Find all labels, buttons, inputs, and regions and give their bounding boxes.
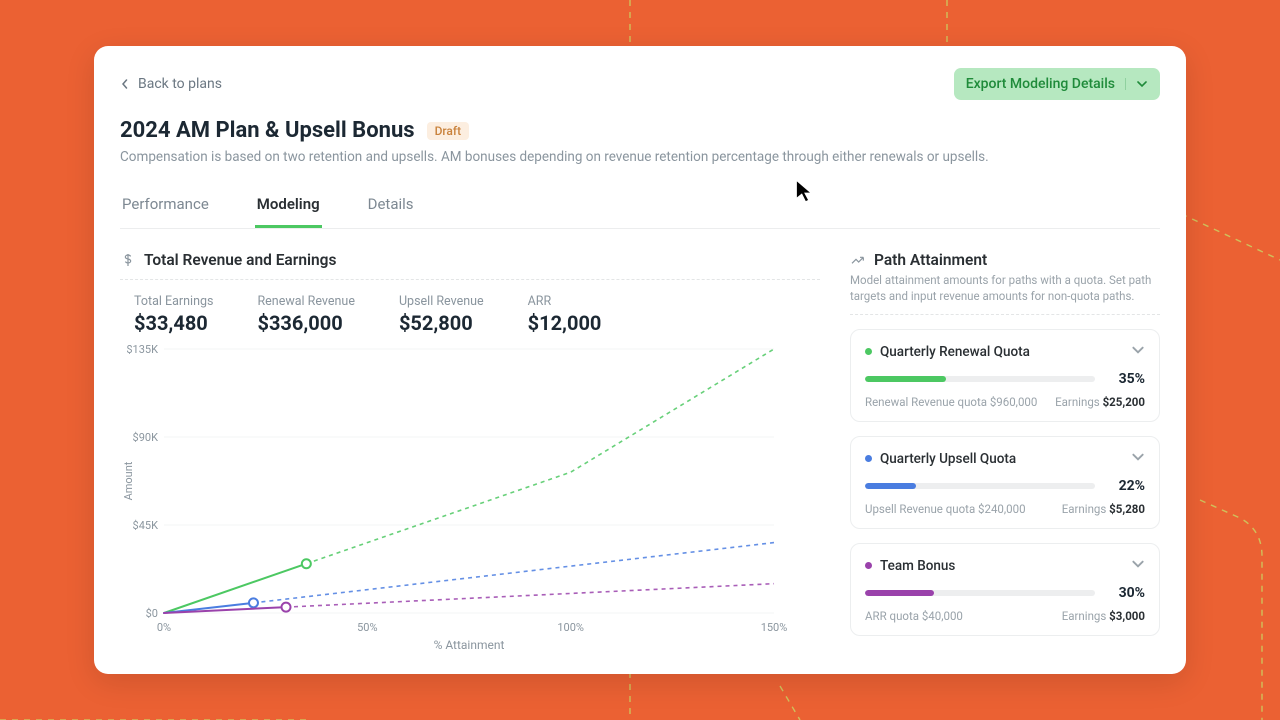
- export-dropdown-toggle[interactable]: [1125, 78, 1148, 90]
- metric-value: $52,800: [399, 311, 484, 335]
- chevron-down-icon: [1131, 450, 1145, 464]
- mouse-cursor-icon: [794, 178, 816, 204]
- chevron-down-icon: [1131, 343, 1145, 357]
- progress-bar: [865, 590, 1095, 596]
- metric-label: Total Earnings: [134, 294, 213, 309]
- svg-text:% Attainment: % Attainment: [434, 638, 505, 652]
- page-title: 2024 AM Plan & Upsell Bonus: [120, 118, 415, 143]
- tab-performance[interactable]: Performance: [120, 185, 211, 228]
- tabs: Performance Modeling Details: [120, 185, 1160, 229]
- metric-value: $12,000: [528, 311, 602, 335]
- metrics-row: Total Earnings $33,480 Renewal Revenue $336…: [134, 294, 820, 335]
- plan-panel: Back to plans Export Modeling Details 20…: [94, 46, 1186, 674]
- tab-modeling[interactable]: Modeling: [255, 185, 322, 228]
- path-attainment-header: Path Attainment: [850, 251, 1160, 269]
- back-to-plans-link[interactable]: Back to plans: [120, 76, 222, 92]
- metric: Renewal Revenue $336,000: [257, 294, 354, 335]
- quota-earnings: Earnings $3,000: [1062, 609, 1145, 623]
- path-attainment-description: Model attainment amounts for paths with …: [850, 273, 1160, 304]
- series-dot: [865, 455, 872, 462]
- svg-text:$135K: $135K: [126, 345, 158, 356]
- quota-card: Team Bonus 30% ARR quota $40,000 Earnings $…: [850, 543, 1160, 636]
- back-label: Back to plans: [138, 76, 222, 92]
- progress-percent: 22%: [1105, 478, 1145, 494]
- chevron-down-icon: [1131, 557, 1145, 571]
- metric: ARR $12,000: [528, 294, 602, 335]
- progress-bar: [865, 483, 1095, 489]
- progress-percent: 35%: [1105, 371, 1145, 387]
- expand-toggle[interactable]: [1131, 556, 1145, 575]
- quota-card: Quarterly Upsell Quota 22% Upsell Revenue …: [850, 436, 1160, 529]
- svg-text:Amount: Amount: [122, 461, 135, 500]
- metric-label: Renewal Revenue: [257, 294, 354, 309]
- revenue-section-title: Total Revenue and Earnings: [144, 251, 336, 269]
- chevron-left-icon: [120, 79, 130, 89]
- quota-earnings: Earnings $25,200: [1055, 395, 1145, 409]
- divider: [120, 279, 820, 280]
- series-dot: [865, 562, 872, 569]
- svg-text:150%: 150%: [761, 621, 788, 634]
- export-modeling-details-button[interactable]: Export Modeling Details: [954, 68, 1160, 100]
- svg-text:$45K: $45K: [133, 519, 159, 532]
- metric-label: ARR: [528, 294, 602, 309]
- quota-title: Quarterly Renewal Quota: [865, 344, 1030, 360]
- quota-title: Quarterly Upsell Quota: [865, 451, 1016, 467]
- svg-text:$90K: $90K: [133, 431, 159, 444]
- chevron-down-icon: [1136, 78, 1148, 90]
- attainment-chart: $135K $90K $45K $0 Amount 0% 50% 100% 150% % Atta…: [120, 345, 820, 659]
- expand-toggle[interactable]: [1131, 449, 1145, 468]
- trend-up-icon: [850, 252, 866, 268]
- quota-card: Quarterly Renewal Quota 35% Renewal Revenu…: [850, 329, 1160, 422]
- svg-text:100%: 100%: [557, 621, 584, 634]
- quota-detail: Upsell Revenue quota $240,000: [865, 502, 1026, 516]
- expand-toggle[interactable]: [1131, 342, 1145, 361]
- metric: Total Earnings $33,480: [134, 294, 213, 335]
- path-attainment-title: Path Attainment: [874, 251, 987, 269]
- svg-text:0%: 0%: [157, 621, 171, 634]
- series-dot: [865, 348, 872, 355]
- quota-earnings: Earnings $5,280: [1062, 502, 1145, 516]
- metric-value: $33,480: [134, 311, 213, 335]
- svg-text:$0: $0: [146, 607, 158, 620]
- quota-detail: Renewal Revenue quota $960,000: [865, 395, 1037, 409]
- revenue-section-header: Total Revenue and Earnings: [120, 251, 820, 269]
- status-badge: Draft: [427, 122, 470, 140]
- svg-text:50%: 50%: [357, 621, 377, 634]
- dollar-icon: [120, 252, 136, 268]
- progress-bar: [865, 376, 1095, 382]
- metric: Upsell Revenue $52,800: [399, 294, 484, 335]
- quota-detail: ARR quota $40,000: [865, 609, 963, 623]
- export-label: Export Modeling Details: [966, 76, 1115, 92]
- divider: [850, 314, 1160, 315]
- metric-label: Upsell Revenue: [399, 294, 484, 309]
- progress-percent: 30%: [1105, 585, 1145, 601]
- quota-title: Team Bonus: [865, 558, 955, 574]
- top-bar: Back to plans Export Modeling Details: [120, 68, 1160, 100]
- page-subtitle: Compensation is based on two retention a…: [120, 149, 1160, 165]
- metric-value: $336,000: [257, 311, 354, 335]
- tab-details[interactable]: Details: [366, 185, 416, 228]
